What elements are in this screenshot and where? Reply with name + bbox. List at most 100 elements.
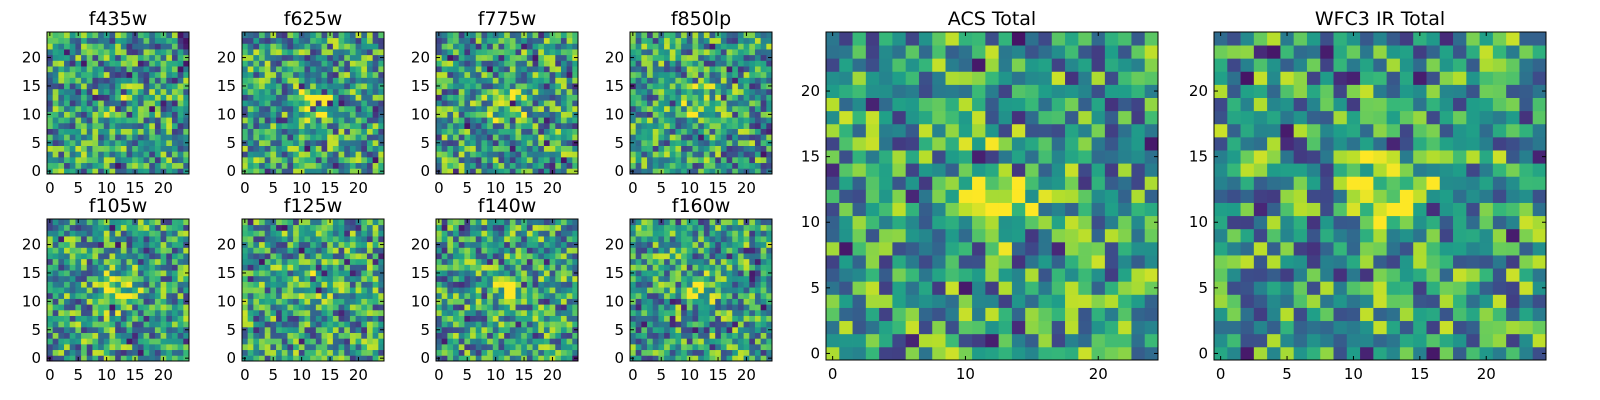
heatmap-cell	[487, 281, 494, 288]
heatmap-cell	[132, 287, 139, 294]
heatmap-cell	[470, 66, 477, 73]
heatmap-cell	[109, 236, 116, 243]
heatmap-cell	[52, 315, 59, 322]
heatmap-cell	[470, 292, 477, 299]
heatmap-cell	[698, 304, 705, 311]
heatmap-cell	[726, 128, 733, 135]
heatmap-cell	[310, 94, 317, 101]
heatmap-cell	[242, 117, 249, 124]
heatmap-cell	[171, 292, 179, 299]
heatmap-cell	[378, 105, 385, 112]
heatmap-cell	[253, 355, 260, 362]
heatmap-cell	[126, 60, 133, 67]
heatmap-cell	[81, 71, 88, 78]
heatmap-cell	[293, 219, 300, 226]
heatmap-cell	[664, 281, 671, 288]
heatmap-cell	[160, 145, 167, 152]
heatmap-cell	[270, 315, 277, 322]
heatmap-cell	[126, 151, 133, 158]
heatmap-cell	[349, 100, 356, 107]
heatmap-cell	[177, 168, 184, 175]
heatmap-cell	[92, 270, 99, 277]
heatmap-cell	[737, 32, 744, 39]
heatmap-cell	[253, 71, 260, 78]
heatmap-cell	[160, 281, 167, 288]
heatmap-cell	[732, 49, 739, 56]
axes-frame	[46, 218, 190, 362]
heatmap-cell	[698, 54, 705, 61]
heatmap-cell	[555, 281, 562, 288]
heatmap-cell	[458, 270, 465, 277]
heatmap-cell	[458, 139, 465, 146]
heatmap-cell	[538, 343, 545, 351]
heatmap-cell	[276, 134, 283, 141]
heatmap-cell	[549, 60, 556, 67]
heatmap-cell	[69, 298, 76, 305]
heatmap-cell	[166, 236, 173, 243]
heatmap-cell	[338, 162, 345, 169]
heatmap-cell	[259, 139, 266, 146]
heatmap-cell	[293, 111, 300, 118]
heatmap-cell	[378, 338, 385, 345]
heatmap-cell	[149, 326, 156, 333]
heatmap-cell	[641, 54, 648, 61]
heatmap-cell	[81, 264, 88, 271]
heatmap-cell	[92, 88, 99, 95]
heatmap-cell	[447, 309, 454, 316]
heatmap-cell	[298, 264, 305, 271]
heatmap-cell	[441, 230, 448, 237]
heatmap-cell	[681, 100, 688, 107]
heatmap-cell	[378, 253, 385, 260]
heatmap-cell	[366, 162, 374, 169]
heatmap-cell	[658, 145, 665, 152]
heatmap-cell	[355, 49, 362, 56]
heatmap-cell	[115, 230, 122, 237]
heatmap-cell	[766, 128, 773, 135]
heatmap-cell	[315, 281, 322, 288]
heatmap-cell	[378, 156, 385, 164]
heatmap-cell	[81, 298, 88, 305]
heatmap-cell	[532, 236, 539, 243]
heatmap-cell	[720, 304, 727, 311]
heatmap-cell	[321, 54, 328, 61]
heatmap-cell	[86, 71, 93, 78]
heatmap-cell	[436, 247, 443, 254]
heatmap-cell	[492, 270, 499, 277]
heatmap-cell	[64, 236, 71, 243]
heatmap-cell	[52, 355, 59, 362]
heatmap-cell	[160, 111, 167, 118]
heatmap-cell	[298, 321, 305, 328]
heatmap-cell	[69, 122, 76, 129]
heatmap-cell	[64, 309, 71, 316]
heatmap-cell	[475, 145, 482, 152]
heatmap-cell	[441, 315, 448, 322]
heatmap-cell	[664, 304, 671, 311]
heatmap-cell	[276, 315, 283, 322]
heatmap-cell	[64, 88, 71, 95]
heatmap-cell	[669, 304, 676, 311]
heatmap-cell	[481, 151, 488, 158]
heatmap-cell	[572, 122, 579, 129]
heatmap-cell	[692, 292, 699, 299]
heatmap-cell	[555, 298, 562, 305]
heatmap-cell	[154, 219, 161, 226]
heatmap-cell	[166, 145, 173, 152]
heatmap-cell	[572, 309, 579, 316]
heatmap-cell	[315, 338, 322, 345]
heatmap-cell	[103, 77, 110, 84]
heatmap-cell	[647, 111, 654, 118]
heatmap-cell	[143, 219, 150, 226]
heatmap-cell	[470, 100, 477, 107]
heatmap-cell	[47, 292, 54, 299]
heatmap-cell	[372, 349, 379, 356]
heatmap-cell	[149, 219, 156, 226]
heatmap-cell	[349, 54, 356, 61]
heatmap-cell	[681, 145, 688, 152]
heatmap-cell	[766, 343, 773, 351]
heatmap-cell	[270, 151, 277, 158]
heatmap-cell	[355, 54, 362, 61]
heatmap-cell	[754, 77, 762, 84]
heatmap-cell	[515, 343, 522, 351]
heatmap-cell	[521, 338, 528, 345]
heatmap-cell	[349, 88, 356, 95]
